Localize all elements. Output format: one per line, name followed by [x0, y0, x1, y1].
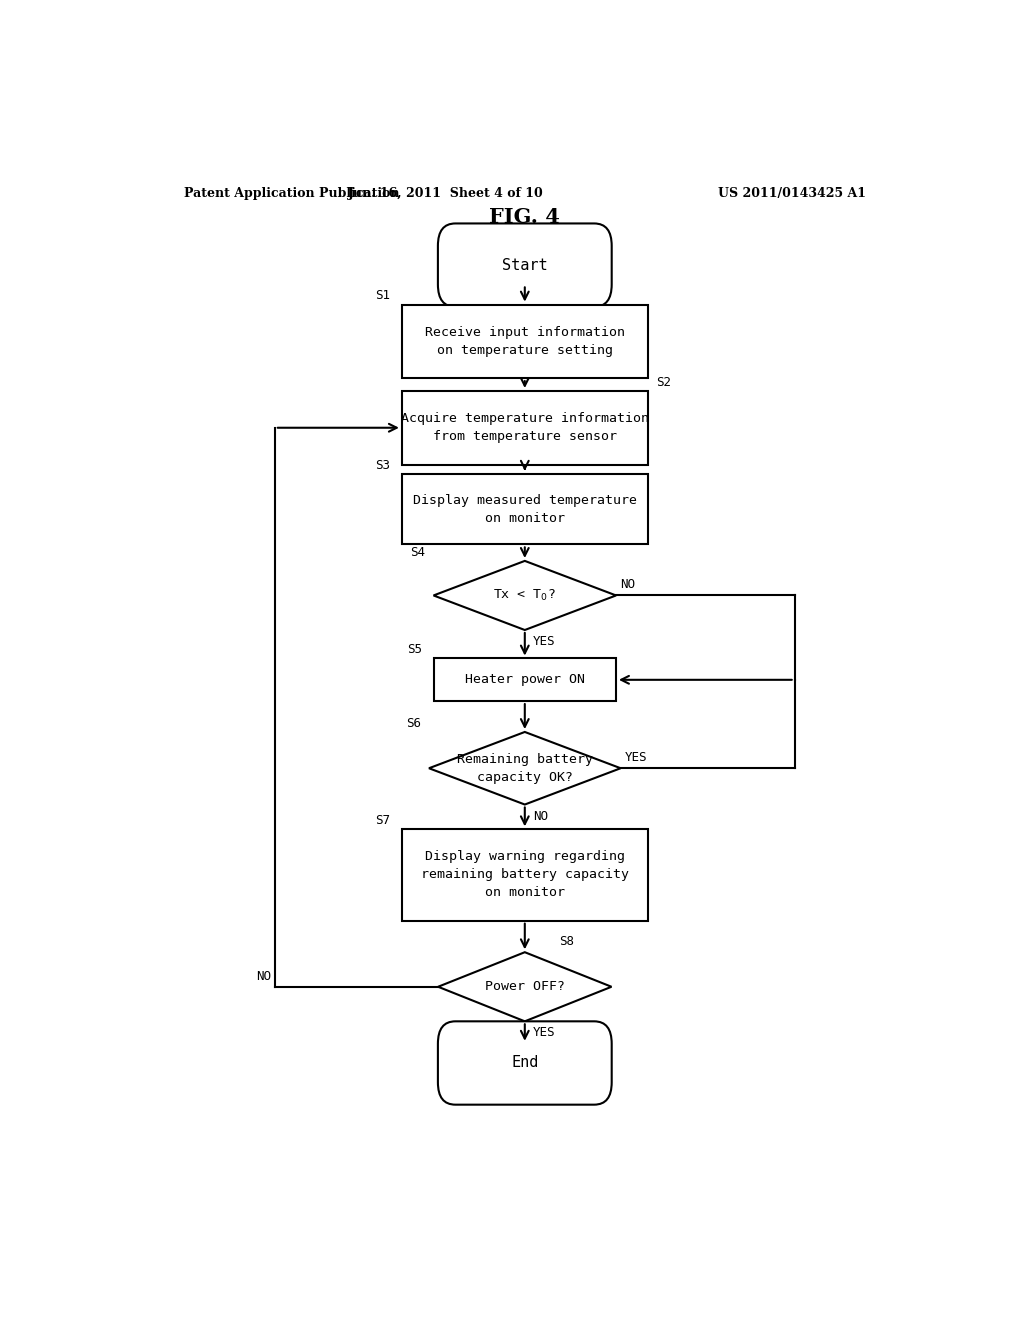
Text: Start: Start	[502, 257, 548, 273]
Text: FIG. 4: FIG. 4	[489, 207, 560, 227]
Text: S5: S5	[407, 643, 422, 656]
Text: Display measured temperature
on monitor: Display measured temperature on monitor	[413, 494, 637, 524]
Polygon shape	[429, 733, 621, 804]
Text: Tx < T$_0$?: Tx < T$_0$?	[494, 587, 556, 603]
Text: S1: S1	[375, 289, 390, 302]
Text: S7: S7	[375, 814, 390, 828]
Text: Remaining battery
capacity OK?: Remaining battery capacity OK?	[457, 752, 593, 784]
Text: Heater power ON: Heater power ON	[465, 673, 585, 686]
Text: Receive input information
on temperature setting: Receive input information on temperature…	[425, 326, 625, 356]
FancyBboxPatch shape	[438, 223, 611, 306]
Text: End: End	[511, 1056, 539, 1071]
Text: S3: S3	[375, 458, 390, 471]
Text: S2: S2	[655, 376, 671, 389]
Polygon shape	[433, 561, 616, 630]
Text: Patent Application Publication: Patent Application Publication	[183, 187, 399, 199]
Bar	[433, 659, 616, 701]
Bar	[401, 391, 648, 465]
Text: Power OFF?: Power OFF?	[484, 981, 565, 993]
Bar	[401, 474, 648, 544]
Text: YES: YES	[532, 1027, 555, 1039]
Text: S4: S4	[411, 546, 426, 558]
Text: NO: NO	[532, 809, 548, 822]
Text: NO: NO	[256, 970, 270, 982]
Text: Acquire temperature information
from temperature sensor: Acquire temperature information from tem…	[400, 412, 649, 444]
Text: Display warning regarding
remaining battery capacity
on monitor: Display warning regarding remaining batt…	[421, 850, 629, 899]
Text: Jun. 16, 2011  Sheet 4 of 10: Jun. 16, 2011 Sheet 4 of 10	[347, 187, 544, 199]
Bar	[401, 305, 648, 379]
Text: US 2011/0143425 A1: US 2011/0143425 A1	[718, 187, 866, 199]
Bar	[401, 829, 648, 921]
FancyBboxPatch shape	[438, 1022, 611, 1105]
Text: NO: NO	[620, 578, 635, 591]
Text: YES: YES	[532, 635, 555, 648]
Polygon shape	[438, 952, 611, 1022]
Text: S6: S6	[407, 717, 421, 730]
Text: S8: S8	[559, 935, 574, 948]
Text: YES: YES	[625, 751, 647, 764]
